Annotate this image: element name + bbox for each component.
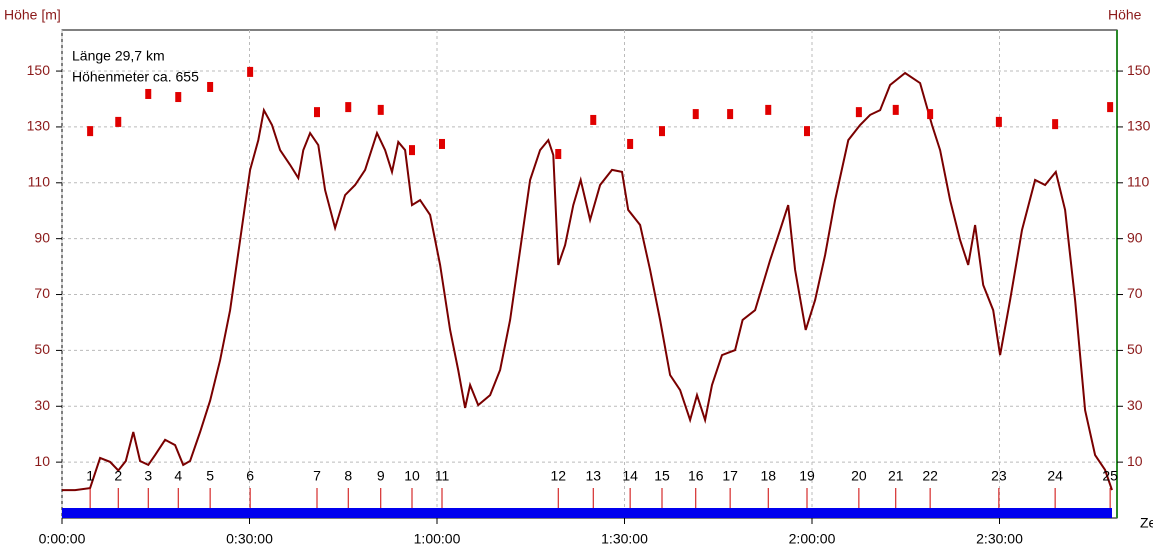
waypoint-label: 20 xyxy=(851,468,867,484)
x-axis-title: Ze xyxy=(1140,515,1153,531)
waypoint-label: 13 xyxy=(585,468,601,484)
y-tick-label: 110 xyxy=(28,173,51,189)
waypoint-label: 5 xyxy=(206,468,214,484)
waypoint-label: 10 xyxy=(404,468,420,484)
waypoint-marker xyxy=(892,104,899,115)
waypoint-marker xyxy=(247,66,254,77)
waypoint-label: 2 xyxy=(114,468,122,484)
elevation-line xyxy=(62,71,1113,492)
waypoint-marker xyxy=(439,138,445,149)
waypoint-marker xyxy=(590,114,597,125)
x-tick-label: 2:30:00 xyxy=(976,531,1023,547)
waypoint-marker xyxy=(87,126,94,137)
waypoint-label: 14 xyxy=(622,468,638,484)
waypoint-marker xyxy=(692,109,699,120)
waypoint-label: 21 xyxy=(888,468,904,484)
y2-tick-label: 90 xyxy=(1127,229,1143,245)
y2-tick-label: 50 xyxy=(1127,341,1143,357)
waypoint-label: 3 xyxy=(144,468,152,484)
waypoint-label: 22 xyxy=(922,468,938,484)
y2-tick-label: 130 xyxy=(1127,118,1151,134)
y-tick-label: 70 xyxy=(34,285,50,301)
waypoint-label: 19 xyxy=(799,468,815,484)
waypoint-label: 11 xyxy=(435,468,450,484)
waypoint-label: 7 xyxy=(313,468,321,484)
waypoint-marker xyxy=(995,116,1002,127)
waypoint-label: 18 xyxy=(760,468,776,484)
waypoint-label: 17 xyxy=(722,468,738,484)
waypoint-marker xyxy=(765,104,772,115)
y-tick-label: 130 xyxy=(27,118,51,134)
annotation: Länge 29,7 km xyxy=(72,48,165,64)
x-tick-label: 2:00:00 xyxy=(789,531,836,547)
y-tick-label: 90 xyxy=(34,229,50,245)
waypoint-marker xyxy=(409,145,415,156)
waypoint-marker xyxy=(207,81,214,92)
y2-axis-title: Höhe xyxy=(1108,7,1142,23)
waypoint-label: 1 xyxy=(86,468,94,484)
waypoint-label: 24 xyxy=(1047,468,1063,484)
waypoint-label: 12 xyxy=(550,468,566,484)
x-tick-label: 1:00:00 xyxy=(414,531,461,547)
y2-tick-label: 110 xyxy=(1127,173,1150,189)
waypoint-label: 16 xyxy=(688,468,704,484)
waypoint-marker xyxy=(659,126,665,137)
waypoint-label: 8 xyxy=(344,468,352,484)
waypoint-label: 15 xyxy=(654,468,670,484)
waypoint-label: 6 xyxy=(246,468,254,484)
waypoint-marker xyxy=(314,107,320,118)
y-tick-label: 150 xyxy=(27,62,51,78)
y-axis-title: Höhe [m] xyxy=(4,7,61,23)
waypoint-marker xyxy=(145,88,152,99)
x-tick-label: 0:00:00 xyxy=(39,531,86,547)
y2-tick-label: 30 xyxy=(1127,397,1143,413)
waypoint-label: 9 xyxy=(377,468,385,484)
waypoint-marker xyxy=(1052,119,1059,130)
y2-tick-label: 150 xyxy=(1127,62,1151,78)
y-tick-label: 30 xyxy=(34,397,50,413)
waypoint-marker xyxy=(345,102,352,113)
plot-frame xyxy=(61,29,1118,519)
x-tick-label: 0:30:00 xyxy=(226,531,273,547)
y-tick-label: 10 xyxy=(34,453,50,469)
waypoint-marker xyxy=(175,92,182,103)
y-tick-label: 50 xyxy=(34,341,50,357)
y2-tick-label: 10 xyxy=(1127,453,1143,469)
waypoint-marker xyxy=(727,109,734,120)
x-tick-label: 1:30:00 xyxy=(601,531,648,547)
waypoint-marker xyxy=(927,109,934,120)
waypoint-marker xyxy=(855,107,862,118)
waypoint-label: 4 xyxy=(174,468,182,484)
waypoint-marker xyxy=(377,104,384,115)
waypoint-marker xyxy=(115,116,122,127)
track-bar xyxy=(62,508,1112,518)
waypoint-label: 25 xyxy=(1102,468,1118,484)
waypoint-marker xyxy=(627,138,634,149)
waypoint-marker xyxy=(804,126,810,137)
y2-tick-label: 70 xyxy=(1127,285,1143,301)
waypoint-marker xyxy=(1107,102,1114,113)
annotation: Höhenmeter ca. 655 xyxy=(72,69,199,85)
waypoint-marker xyxy=(555,149,562,160)
waypoint-label: 23 xyxy=(991,468,1007,484)
